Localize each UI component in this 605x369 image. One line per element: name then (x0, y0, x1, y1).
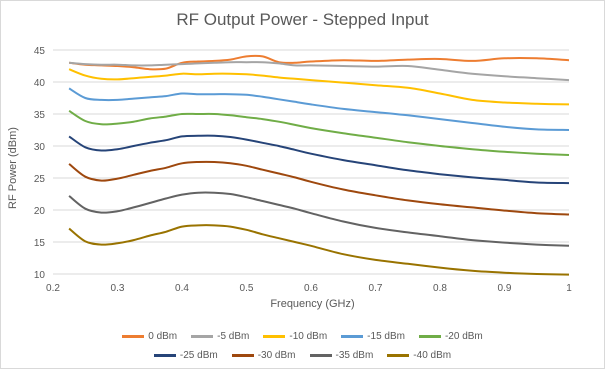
legend-item: -5 dBm (191, 331, 249, 342)
series-line--25-dbm (68, 134, 570, 185)
x-tick-label: 0.7 (369, 283, 383, 294)
y-tick-label: 30 (34, 142, 46, 153)
legend-item: -15 dBm (341, 331, 405, 342)
series-line-0-dbm (68, 54, 570, 71)
legend-swatch (231, 354, 254, 357)
series-line--40-dbm (68, 224, 570, 276)
series-line--30-dbm (68, 160, 570, 216)
legend-swatch (418, 335, 441, 338)
legend-swatch (122, 335, 145, 338)
legend-label: -20 dBm (444, 331, 483, 342)
x-tick-label: 0.4 (175, 283, 189, 294)
y-tick-label: 25 (34, 174, 46, 185)
x-tick-label: 0.6 (304, 283, 318, 294)
legend-item: -35 dBm (309, 350, 374, 361)
series-line--20-dbm (68, 109, 570, 156)
y-tick-label: 10 (34, 270, 46, 281)
legend-swatch (341, 335, 364, 338)
legend-row-2: -25 dBm -30 dBm -35 dBm -40 dBm (0, 350, 605, 361)
chart-title: RF Output Power - Stepped Input (176, 10, 429, 29)
legend-swatch (387, 354, 410, 357)
series-line--15-dbm (68, 87, 570, 131)
legend-label: -35 dBm (335, 350, 374, 361)
series-line--10-dbm (68, 68, 570, 106)
legend-label: -25 dBm (179, 350, 218, 361)
x-tick-label: 1 (566, 283, 572, 294)
legend-item: -25 dBm (153, 350, 218, 361)
series-line--35-dbm (68, 191, 570, 247)
y-tick-label: 45 (34, 46, 46, 57)
legend-item: -10 dBm (263, 331, 327, 342)
x-axis-label: Frequency (GHz) (270, 298, 355, 310)
legend-label: -40 dBm (413, 350, 452, 361)
legend-label: 0 dBm (148, 331, 178, 342)
legend-item: -30 dBm (231, 350, 296, 361)
x-tick-label: 0.9 (498, 283, 512, 294)
y-tick-label: 15 (34, 238, 46, 249)
legend-swatch (309, 354, 332, 357)
y-tick-label: 20 (34, 206, 46, 217)
legend-label: -15 dBm (367, 331, 405, 342)
legend-swatch (263, 335, 286, 338)
y-axis-label: RF Power (dBm) (7, 127, 19, 209)
legend-label: -5 dBm (217, 331, 250, 342)
x-tick-label: 0.5 (240, 283, 254, 294)
y-tick-label: 40 (34, 78, 46, 89)
y-tick-label: 35 (34, 110, 46, 121)
x-tick-label: 0.8 (433, 283, 447, 294)
legend-swatch (191, 335, 214, 338)
legend-item: -20 dBm (418, 331, 483, 342)
legend-label: -10 dBm (289, 331, 328, 342)
legend-item: -40 dBm (387, 350, 451, 361)
x-tick-label: 0.2 (46, 283, 60, 294)
legend-row-1: 0 dBm -5 dBm -10 dBm -15 dBm -20 dBm (0, 331, 605, 342)
series-line--5-dbm (69, 61, 570, 82)
legend-label: -30 dBm (257, 350, 296, 361)
legend-swatch (153, 354, 176, 357)
x-tick-label: 0.3 (111, 283, 125, 294)
legend-item: 0 dBm (122, 331, 177, 342)
